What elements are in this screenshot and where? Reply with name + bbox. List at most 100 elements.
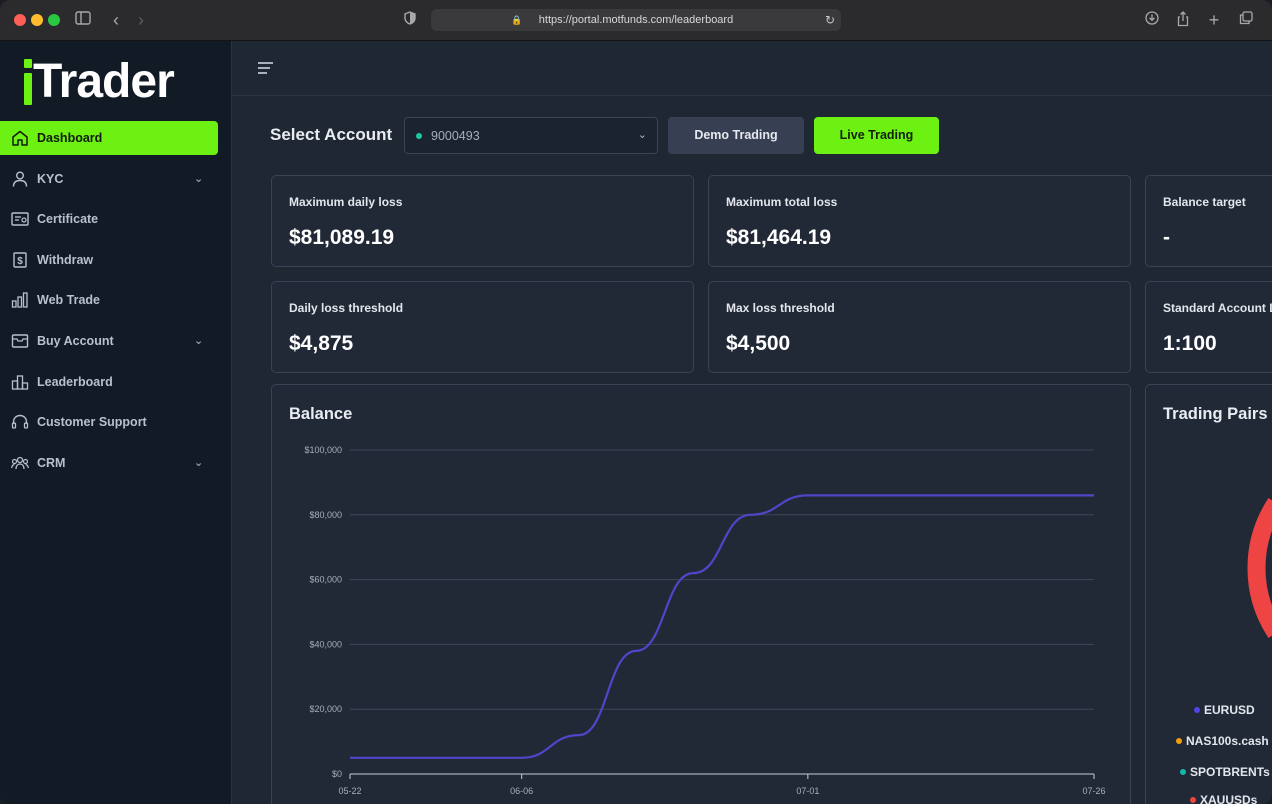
- stat-card-standard-account-leverage: Standard Account L 1:100: [1145, 281, 1272, 373]
- stat-label: Maximum daily loss: [289, 195, 403, 209]
- share-icon[interactable]: [1173, 11, 1193, 31]
- x-tick-label: 05-22: [338, 786, 361, 796]
- trading-pairs-donut: [1247, 498, 1272, 638]
- legend-dot: [1190, 797, 1196, 803]
- bar-chart-icon: [11, 292, 28, 309]
- leaderboard-icon: [11, 374, 29, 390]
- chevron-down-icon: ⌄: [194, 456, 204, 469]
- legend-label: NAS100s.cash: [1186, 734, 1269, 748]
- box-icon: [11, 334, 29, 348]
- stat-value: 1:100: [1163, 332, 1217, 355]
- sidebar-item-label: Certificate: [37, 212, 99, 227]
- sidebar-item-leaderboard[interactable]: Leaderboard: [0, 365, 218, 399]
- legend-dot: [1176, 738, 1182, 744]
- download-icon[interactable]: [1142, 11, 1162, 29]
- sidebar-item-kyc[interactable]: KYC ⌄: [0, 162, 218, 196]
- back-icon[interactable]: ‹: [113, 10, 119, 30]
- sidebar-item-crm[interactable]: CRM ⌄: [0, 446, 218, 480]
- url-text: https://portal.motfunds.com/leaderboard: [538, 14, 734, 26]
- x-tick-label: 06-06: [510, 786, 533, 796]
- stat-card-max-daily-loss: Maximum daily loss $81,089.19: [271, 175, 694, 267]
- y-tick-label: $60,000: [309, 575, 342, 585]
- dollar-icon: $: [13, 252, 27, 268]
- balance-chart: $0 $20,000 $40,000 $60,000 $80,000 $100,000 05…: [304, 445, 1105, 796]
- close-window-button[interactable]: [14, 14, 26, 26]
- balance-series-line: [350, 494, 1094, 759]
- sidebar-item-dashboard[interactable]: Dashboard: [0, 121, 218, 155]
- certificate-icon: [11, 212, 29, 226]
- stat-label: Balance target: [1163, 195, 1246, 209]
- chevron-down-icon: ⌄: [194, 334, 204, 347]
- logo-i-dot: [24, 59, 32, 68]
- balance-chart-card: Balance $0 $20,000 $40,000 $60,000 $80,000 $1…: [271, 384, 1131, 804]
- svg-text:$: $: [17, 256, 23, 267]
- zoom-window-button[interactable]: [48, 14, 60, 26]
- minimize-window-button[interactable]: [31, 14, 43, 26]
- stat-card-balance-target: Balance target -: [1145, 175, 1272, 267]
- y-tick-label: $80,000: [309, 510, 342, 520]
- account-select[interactable]: 9000493 ⌄: [404, 117, 658, 154]
- headset-icon: [11, 414, 29, 429]
- live-trading-button[interactable]: Live Trading: [814, 117, 939, 154]
- stat-label: Max loss threshold: [726, 301, 835, 315]
- stat-value: $81,089.19: [289, 226, 395, 249]
- y-tick-label: $0: [332, 769, 342, 779]
- x-tick-label: 07-01: [796, 786, 819, 796]
- stat-value: -: [1163, 226, 1170, 249]
- main-content: Select Account 9000493 ⌄ Demo Trading Li…: [232, 41, 1272, 804]
- sidebar: Trader Dashboard KYC ⌄ Certificate $ Wit…: [0, 41, 232, 804]
- logo-i-bar: [24, 73, 32, 105]
- lock-icon: 🔒: [511, 15, 523, 25]
- sidebar-item-label: CRM: [37, 455, 66, 470]
- legend-item[interactable]: NAS100s.cash: [1176, 734, 1269, 748]
- stat-label: Maximum total loss: [726, 195, 838, 209]
- stat-value: $4,875: [289, 332, 354, 355]
- balance-chart-title: Balance: [289, 405, 353, 423]
- stat-card-daily-loss-threshold: Daily loss threshold $4,875: [271, 281, 694, 373]
- sidebar-item-customer-support[interactable]: Customer Support: [0, 405, 218, 439]
- y-tick-label: $20,000: [309, 704, 342, 714]
- topbar: [232, 41, 1272, 96]
- chevron-down-icon: ⌄: [637, 129, 647, 141]
- chevron-down-icon: ⌄: [194, 172, 204, 185]
- new-tab-icon[interactable]: +: [1208, 10, 1220, 30]
- stat-card-max-total-loss: Maximum total loss $81,464.19: [708, 175, 1131, 267]
- stat-value: $81,464.19: [726, 226, 832, 249]
- sidebar-item-buy-account[interactable]: Buy Account ⌄: [0, 324, 218, 358]
- reload-icon[interactable]: ↻: [824, 13, 835, 27]
- legend-item[interactable]: XAUUSDs: [1190, 793, 1257, 804]
- legend-dot: [1180, 769, 1186, 775]
- legend-item[interactable]: EURUSD: [1194, 703, 1255, 717]
- sidebar-nav: Dashboard KYC ⌄ Certificate $ Withdraw W…: [0, 121, 232, 486]
- stat-label: Standard Account L: [1163, 301, 1272, 315]
- legend-dot: [1194, 707, 1200, 713]
- sidebar-item-label: Dashboard: [37, 131, 103, 145]
- stat-value: $4,500: [726, 332, 791, 355]
- account-status-dot: [416, 133, 422, 139]
- sidebar-item-label: Buy Account: [37, 333, 114, 348]
- browser-toolbar: ‹ › 🔒 https://portal.motfunds.com/leader…: [0, 0, 1272, 41]
- y-tick-label: $40,000: [309, 639, 342, 649]
- user-icon: [12, 171, 28, 187]
- x-tick-label: 07-26: [1082, 786, 1105, 796]
- sidebar-toggle-icon[interactable]: [73, 11, 93, 29]
- address-bar[interactable]: 🔒 https://portal.motfunds.com/leaderboar…: [431, 9, 841, 31]
- demo-trading-button[interactable]: Demo Trading: [668, 117, 804, 154]
- sidebar-item-certificate[interactable]: Certificate: [0, 202, 218, 236]
- select-account-label: Select Account: [270, 125, 393, 144]
- tabs-icon[interactable]: [1236, 11, 1256, 29]
- shield-icon[interactable]: [400, 11, 420, 29]
- account-select-value: 9000493: [431, 129, 480, 143]
- legend-label: XAUUSDs: [1200, 793, 1258, 804]
- forward-icon[interactable]: ›: [138, 10, 144, 30]
- legend-item[interactable]: SPOTBRENTs: [1180, 765, 1270, 779]
- sidebar-item-label: Leaderboard: [37, 374, 113, 389]
- users-icon: [11, 456, 29, 469]
- sidebar-item-withdraw[interactable]: $ Withdraw: [0, 243, 218, 277]
- logo-text: Trader: [33, 55, 175, 108]
- sidebar-item-label: KYC: [37, 171, 64, 186]
- donut-segment-xauusd: [1247, 498, 1272, 638]
- sidebar-item-web-trade[interactable]: Web Trade: [0, 283, 218, 317]
- menu-icon[interactable]: [258, 61, 274, 75]
